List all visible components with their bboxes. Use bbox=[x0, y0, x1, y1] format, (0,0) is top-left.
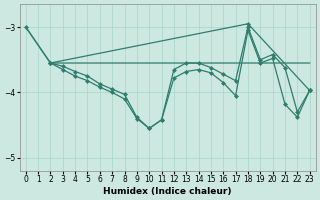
X-axis label: Humidex (Indice chaleur): Humidex (Indice chaleur) bbox=[103, 187, 232, 196]
